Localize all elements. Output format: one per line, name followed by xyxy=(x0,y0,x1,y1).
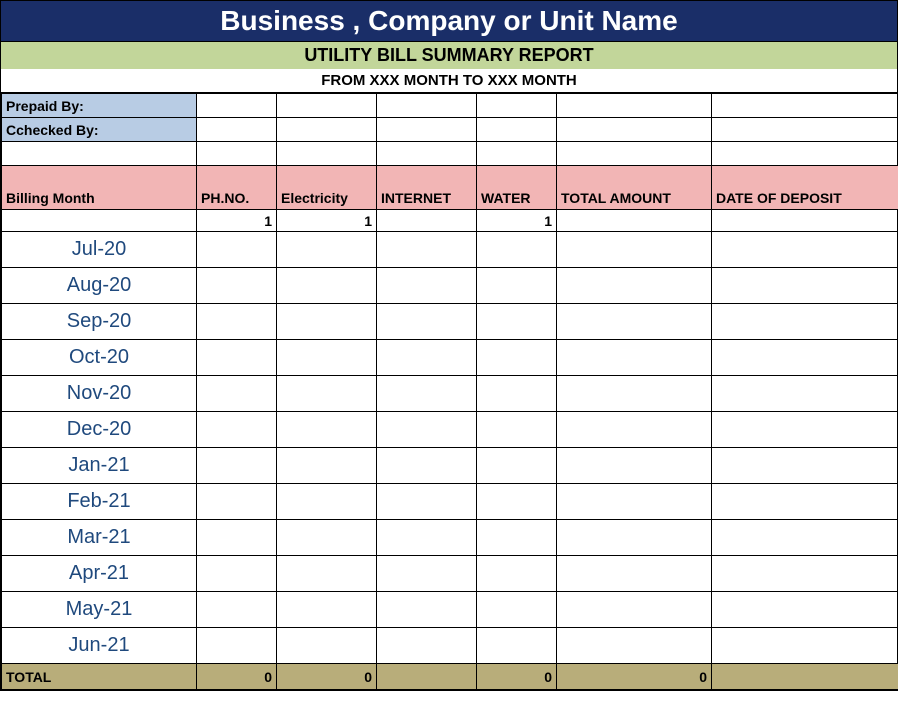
total-water: 0 xyxy=(477,664,557,690)
spacer-row xyxy=(2,142,898,166)
month-cell: Dec-20 xyxy=(2,412,197,448)
checked-by-value[interactable] xyxy=(197,118,277,142)
col-date-of-deposit: DATE OF DEPOSIT xyxy=(712,166,898,210)
table-row: Jan-21 xyxy=(2,448,898,484)
prepaid-by-row: Prepaid By: xyxy=(2,94,898,118)
num-electricity[interactable]: 1 xyxy=(277,210,377,232)
report-subtitle: UTILITY BILL SUMMARY REPORT xyxy=(1,41,897,69)
table-row: Aug-20 xyxy=(2,268,898,304)
table-row: Apr-21 xyxy=(2,556,898,592)
col-total-amount: TOTAL AMOUNT xyxy=(557,166,712,210)
month-cell: Oct-20 xyxy=(2,340,197,376)
spreadsheet: Business , Company or Unit Name UTILITY … xyxy=(0,0,898,691)
table-row: Jul-20 xyxy=(2,232,898,268)
month-cell: May-21 xyxy=(2,592,197,628)
total-label: TOTAL xyxy=(2,664,197,690)
col-water: WATER xyxy=(477,166,557,210)
month-cell: Jan-21 xyxy=(2,448,197,484)
date-range: FROM XXX MONTH TO XXX MONTH xyxy=(1,69,897,93)
prepaid-by-value[interactable] xyxy=(197,94,277,118)
prepaid-by-label: Prepaid By: xyxy=(2,94,197,118)
header-num-row: 1 1 1 xyxy=(2,210,898,232)
table-row: Feb-21 xyxy=(2,484,898,520)
num-ph-no[interactable]: 1 xyxy=(197,210,277,232)
month-cell: Feb-21 xyxy=(2,484,197,520)
table-row: Nov-20 xyxy=(2,376,898,412)
table-row: Sep-20 xyxy=(2,304,898,340)
table-row: Dec-20 xyxy=(2,412,898,448)
col-billing-month: Billing Month xyxy=(2,166,197,210)
checked-by-row: Cchecked By: xyxy=(2,118,898,142)
month-cell: Jun-21 xyxy=(2,628,197,664)
company-title: Business , Company or Unit Name xyxy=(1,1,897,41)
col-electricity: Electricity xyxy=(277,166,377,210)
num-water[interactable]: 1 xyxy=(477,210,557,232)
table-row: Mar-21 xyxy=(2,520,898,556)
checked-by-label: Cchecked By: xyxy=(2,118,197,142)
col-internet: INTERNET xyxy=(377,166,477,210)
total-row: TOTAL 0 0 0 0 xyxy=(2,664,898,690)
total-ph-no: 0 xyxy=(197,664,277,690)
utility-table: Prepaid By: Cchecked By: Billing Month P… xyxy=(1,93,898,690)
total-electricity: 0 xyxy=(277,664,377,690)
column-header-row: Billing Month PH.NO. Electricity INTERNE… xyxy=(2,166,898,210)
total-amount: 0 xyxy=(557,664,712,690)
table-row: Oct-20 xyxy=(2,340,898,376)
table-row: Jun-21 xyxy=(2,628,898,664)
month-cell: Apr-21 xyxy=(2,556,197,592)
table-row: May-21 xyxy=(2,592,898,628)
month-cell: Aug-20 xyxy=(2,268,197,304)
month-cell: Nov-20 xyxy=(2,376,197,412)
month-cell: Sep-20 xyxy=(2,304,197,340)
month-cell: Mar-21 xyxy=(2,520,197,556)
col-ph-no: PH.NO. xyxy=(197,166,277,210)
month-cell: Jul-20 xyxy=(2,232,197,268)
